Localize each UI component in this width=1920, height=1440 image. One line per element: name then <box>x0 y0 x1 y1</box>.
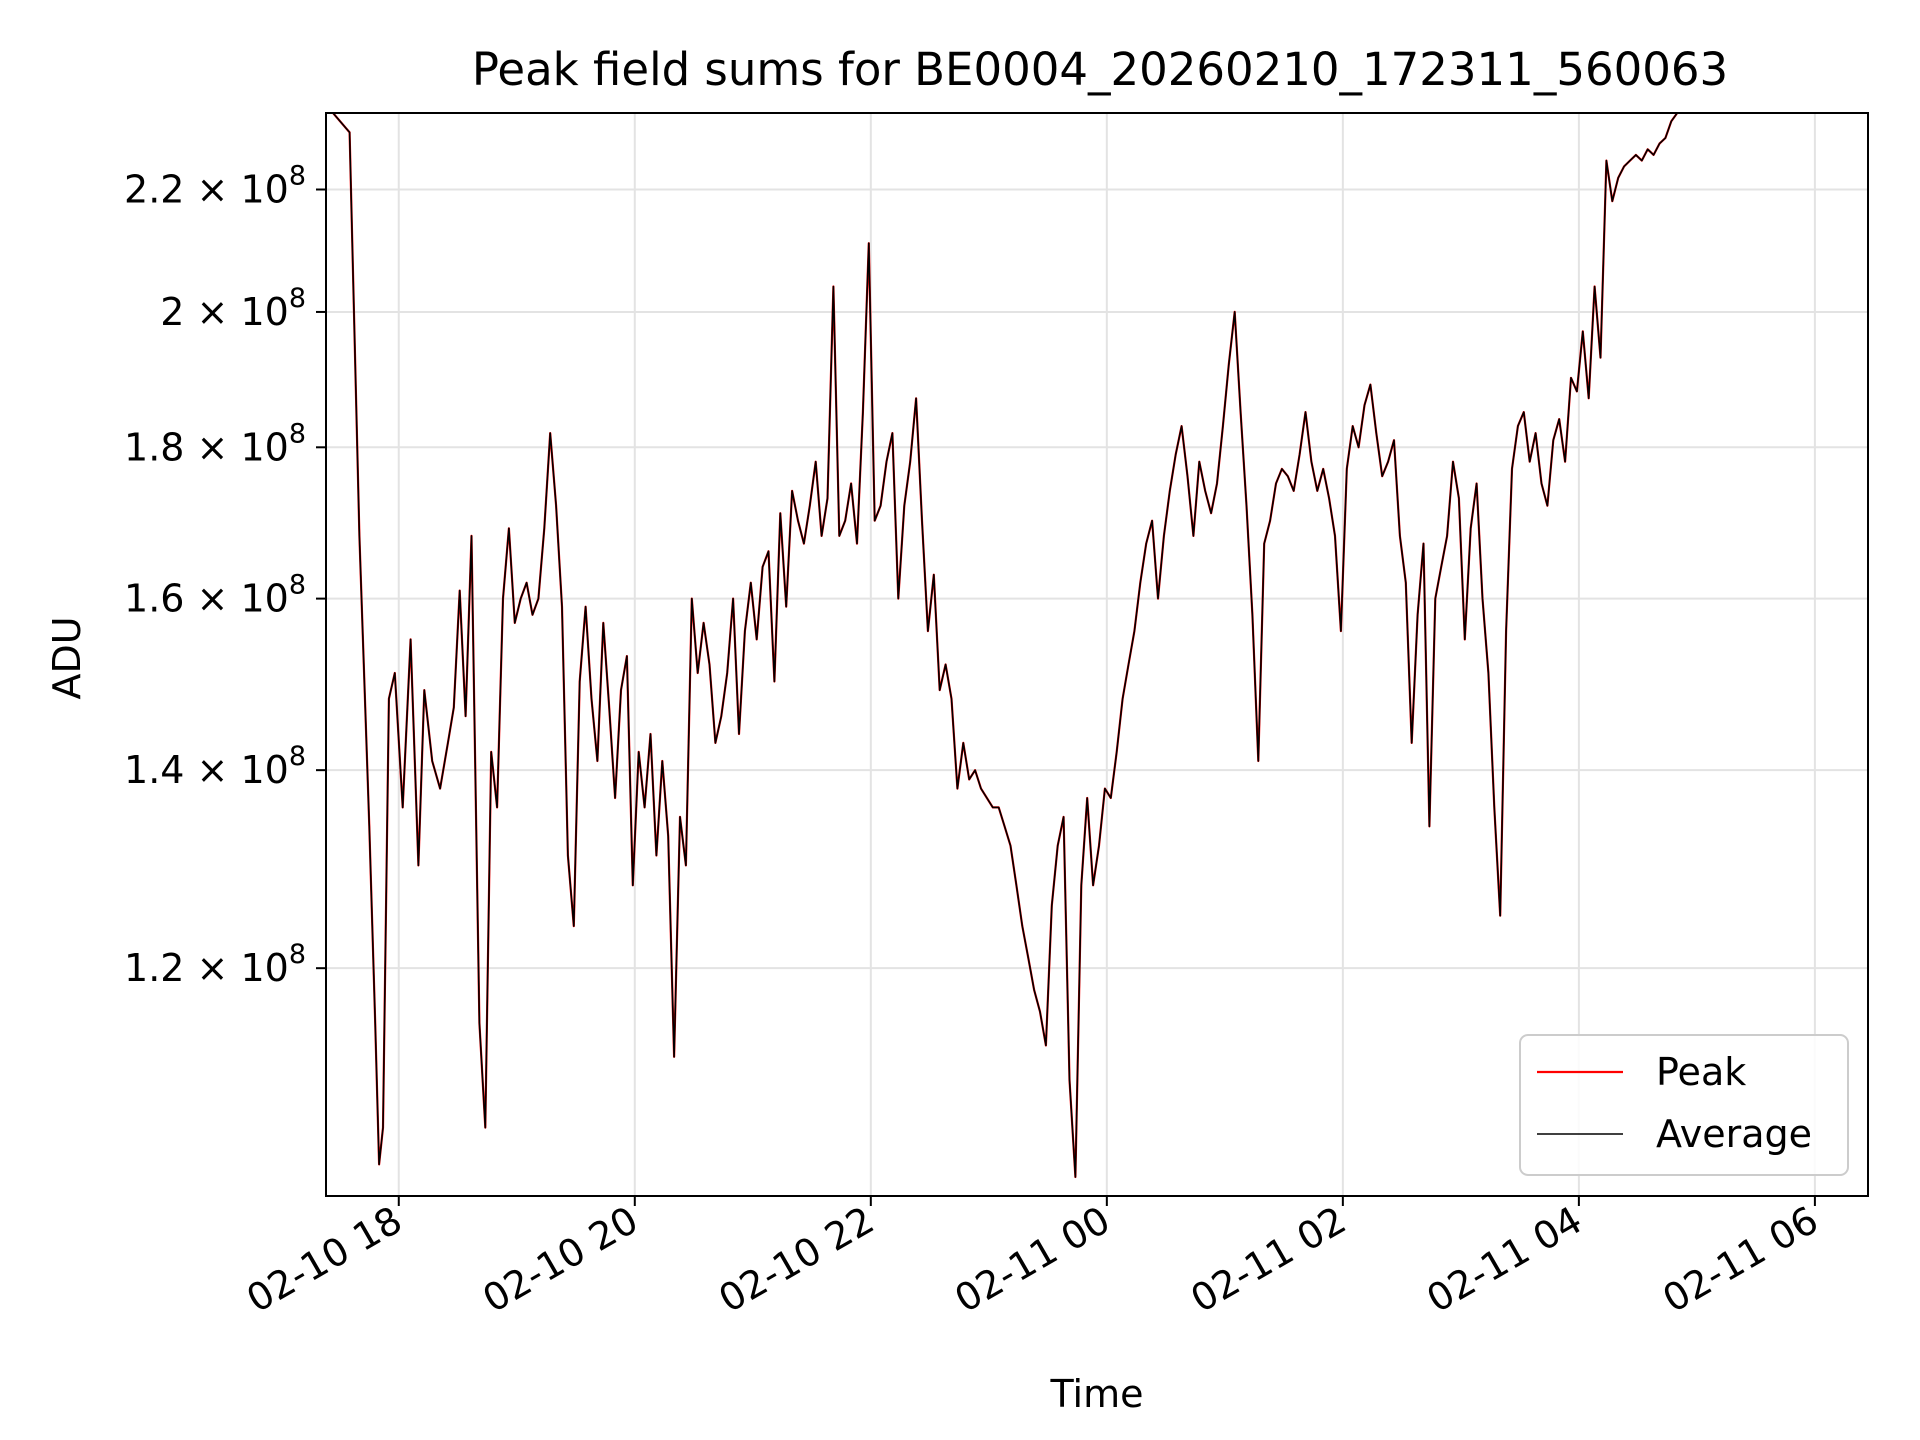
y-tick-label: 1.4 × 108 <box>124 741 306 792</box>
legend: Peak Average <box>1519 1034 1849 1176</box>
y-tick-label: 2.2 × 108 <box>124 161 306 212</box>
y-tick-mantissa: 1.4 <box>124 748 184 792</box>
y-tick-label: 1.6 × 108 <box>124 570 306 621</box>
y-tick-base: 10 <box>240 425 288 469</box>
y-tick-label: 2 × 108 <box>160 283 306 334</box>
y-tick-exponent: 8 <box>289 570 306 601</box>
y-tick-base: 10 <box>240 748 288 792</box>
series-group <box>331 113 1679 1179</box>
chart-title: Peak field sums for BE0004_20260210_1723… <box>472 43 1728 96</box>
y-tick-exponent: 8 <box>289 939 306 970</box>
y-tick-mantissa: 2 <box>160 290 184 334</box>
y-tick-times: × <box>184 577 240 621</box>
y-tick-exponent: 8 <box>289 283 306 314</box>
y-tick-label: 1.2 × 108 <box>124 939 306 990</box>
plot-frame <box>325 112 1869 1197</box>
series-line-average <box>331 113 1678 1178</box>
y-axis-label: ADU <box>45 616 89 699</box>
x-axis-label: Time <box>1050 1372 1144 1416</box>
y-tick-base: 10 <box>240 577 288 621</box>
y-tick-mantissa: 2.2 <box>124 168 184 212</box>
y-tick-label: 1.8 × 108 <box>124 418 306 469</box>
y-tick-base: 10 <box>240 946 288 990</box>
y-tick-mantissa: 1.8 <box>124 425 184 469</box>
legend-label-peak: Peak <box>1656 1050 1746 1094</box>
legend-label-average: Average <box>1656 1112 1812 1156</box>
y-tick-times: × <box>184 168 240 212</box>
y-tick-mantissa: 1.6 <box>124 577 184 621</box>
y-tick-times: × <box>184 290 240 334</box>
y-tick-times: × <box>184 946 240 990</box>
y-tick-exponent: 8 <box>289 741 306 772</box>
y-tick-base: 10 <box>240 168 288 212</box>
y-tick-times: × <box>184 748 240 792</box>
y-tick-times: × <box>184 425 240 469</box>
y-tick-mantissa: 1.2 <box>124 946 184 990</box>
y-tick-exponent: 8 <box>289 418 306 449</box>
y-tick-base: 10 <box>240 290 288 334</box>
y-tick-exponent: 8 <box>289 161 306 192</box>
legend-box <box>1519 1034 1849 1176</box>
